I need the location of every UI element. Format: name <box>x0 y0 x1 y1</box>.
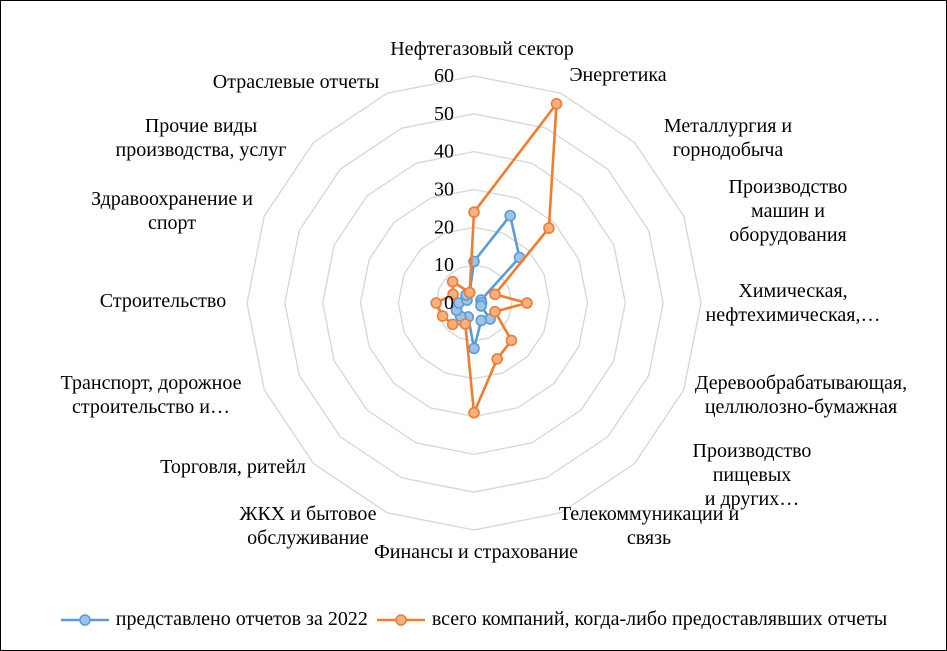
category-label: Производство пищевых и других… <box>692 440 812 510</box>
data-point <box>468 342 480 355</box>
legend: представлено отчетов за 2022 всего компа… <box>1 608 946 631</box>
data-point <box>521 297 533 309</box>
axis-tick-label: 20 <box>434 216 454 238</box>
category-label: Телекоммуникации и связь <box>558 503 740 549</box>
category-label: ЖКХ и бытовое обслуживание <box>239 503 377 549</box>
grid-ring-40 <box>322 151 626 455</box>
series-line-1 <box>434 102 558 415</box>
axis-tick-label: 50 <box>434 103 454 125</box>
category-label: Металлургия и горнодобыча <box>663 115 793 161</box>
data-point <box>468 406 480 419</box>
legend-circle-orange <box>395 613 407 626</box>
legend-label: всего компаний, когда-либо предоставлявш… <box>431 608 888 630</box>
category-label: Энергетика <box>569 64 667 86</box>
data-point <box>543 222 555 234</box>
data-point <box>489 288 501 301</box>
axis-tick-label: 0 <box>444 292 454 314</box>
category-label: Отраслевые отчеты <box>212 71 380 93</box>
data-point <box>489 305 501 318</box>
grid-ring-60 <box>246 75 702 531</box>
grid-ring-20 <box>397 226 551 380</box>
data-point <box>550 97 563 110</box>
legend-item-all-companies: всего компаний, когда-либо предоставлявш… <box>376 608 887 631</box>
axis-tick-label: 10 <box>434 254 454 276</box>
data-point <box>475 314 488 327</box>
data-point <box>446 318 459 331</box>
data-point <box>505 334 518 347</box>
axis-tick-label: 40 <box>434 141 454 163</box>
data-point <box>446 275 459 288</box>
data-point <box>436 310 449 322</box>
legend-line-marker-icon-orange <box>376 613 425 626</box>
grid-ring-10 <box>435 264 513 342</box>
data-point <box>447 288 459 301</box>
category-label: Транспорт, дорожное строительство и… <box>60 372 242 418</box>
category-label: Химическая, нефтехимическая,… <box>705 280 881 326</box>
category-label: Деревообрабатывающая, целлюлозно-бумажна… <box>694 372 908 418</box>
legend-label: представлено отчетов за 2022 <box>115 608 368 630</box>
legend-item-reports-2022: представлено отчетов за 2022 <box>60 608 368 631</box>
axis-tick-label: 60 <box>434 65 454 87</box>
category-label: Здравоохранение и спорт <box>91 188 253 234</box>
data-point <box>468 206 480 218</box>
category-label: Нефтегазовый сектор <box>390 38 574 60</box>
category-label: Строительство <box>99 290 227 312</box>
data-point <box>430 297 442 309</box>
data-point <box>504 209 516 222</box>
axis-tick-label: 30 <box>434 179 454 201</box>
category-label: Производство машин и оборудования <box>728 176 848 246</box>
data-point <box>459 318 472 330</box>
data-point <box>491 353 503 365</box>
legend-circle-blue <box>79 613 91 626</box>
data-point <box>463 286 476 299</box>
category-label: Финансы и страхование <box>373 541 579 563</box>
data-point <box>475 300 487 312</box>
legend-line-marker-icon-blue <box>60 613 109 626</box>
category-label: Прочие виды производства, услуг <box>115 115 287 161</box>
grid-ring-50 <box>284 113 664 493</box>
category-label: Торговля, ритейл <box>160 456 306 478</box>
